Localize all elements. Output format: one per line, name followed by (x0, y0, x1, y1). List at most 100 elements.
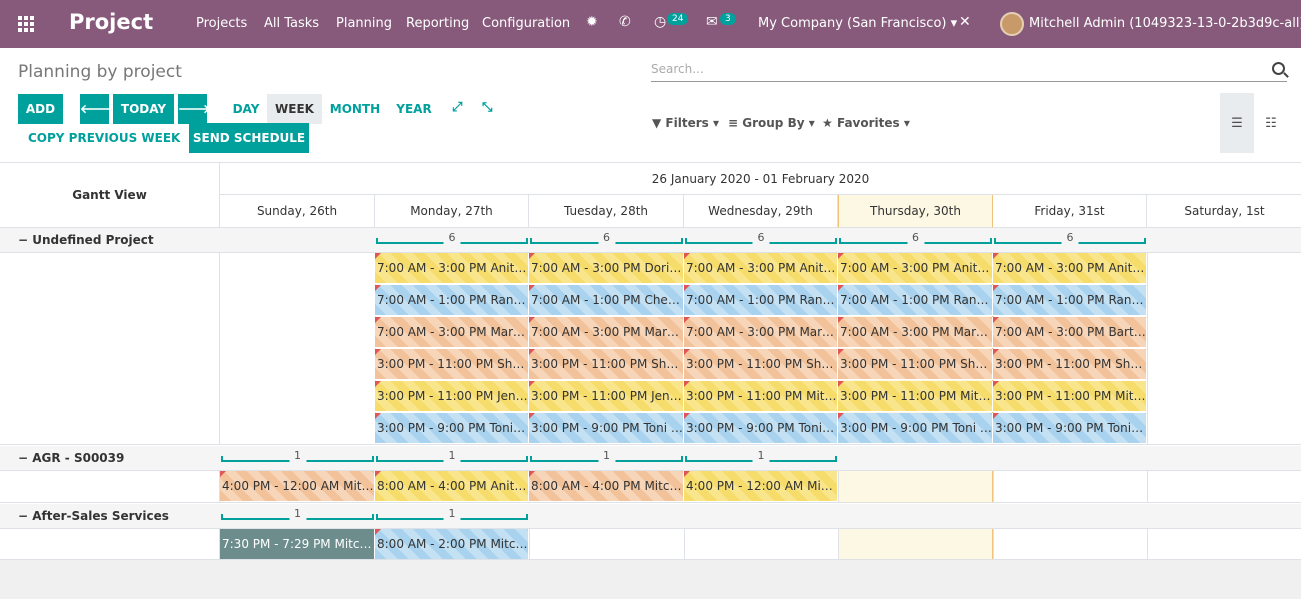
bug-icon[interactable]: ✹ (586, 14, 598, 30)
today-column (838, 471, 993, 502)
next-button[interactable]: 🡒 (178, 94, 211, 124)
shift-pill[interactable]: 8:00 AM - 4:00 PM Anita ... (375, 471, 529, 502)
shift-pill[interactable]: 7:00 AM - 3:00 PM Marc ... (838, 317, 993, 348)
shift-pill[interactable]: 3:00 PM - 11:00 PM Mitc... (838, 381, 993, 412)
shift-pill[interactable]: 7:00 AM - 3:00 PM Barte... (993, 317, 1147, 348)
shift-pill[interactable]: 8:00 AM - 2:00 PM Mitch... (375, 529, 529, 560)
phone-icon[interactable]: ✆ (619, 14, 631, 30)
group-name[interactable]: − Undefined Project (18, 233, 154, 247)
counter-value: 1 (443, 450, 461, 462)
user-avatar[interactable] (1000, 12, 1024, 36)
group-row[interactable]: − Undefined Project 6 6 6 6 6 (0, 228, 1301, 253)
shift-pill[interactable]: 7:00 AM - 1:00 PM Rand... (375, 285, 529, 316)
gantt-view-switch[interactable]: ☰ (1220, 93, 1254, 153)
group-row[interactable]: − After-Sales Services 1 1 (0, 504, 1301, 529)
column-divider (529, 253, 530, 444)
today-button[interactable]: TODAY (113, 94, 174, 124)
shift-pill[interactable]: 7:00 AM - 1:00 PM Rand... (993, 285, 1147, 316)
shift-pill[interactable]: 3:00 PM - 11:00 PM Shar... (993, 349, 1147, 380)
shift-pill[interactable]: 7:00 AM - 1:00 PM Rand... (838, 285, 993, 316)
shift-pill[interactable]: 8:00 AM - 4:00 PM Mitch... (529, 471, 684, 502)
counter-value: 6 (1061, 232, 1079, 244)
favorites-dropdown[interactable]: ★ Favorites ▾ (822, 116, 910, 130)
expand-icon[interactable]: ⤢ (452, 100, 463, 115)
shift-pill[interactable]: 7:00 AM - 3:00 PM Anita ... (375, 253, 529, 284)
scale-year[interactable]: YEAR (396, 102, 432, 116)
shift-pill[interactable]: 3:00 PM - 11:00 PM Shar... (838, 349, 993, 380)
shift-pill[interactable]: 3:00 PM - 11:00 PM Jenn... (529, 381, 684, 412)
gantt-row: 7:30 PM - 7:29 PM Mitch... 8:00 AM - 2:00… (0, 529, 1301, 561)
company-switcher[interactable]: My Company (San Francisco) ▾ (758, 16, 958, 31)
shift-pill[interactable]: 4:00 PM - 12:00 AM Mitc... (684, 471, 838, 502)
column-divider (1147, 529, 1148, 560)
column-divider (838, 253, 839, 444)
previous-button[interactable]: 🡐 (80, 94, 112, 124)
group-counter: 1 (221, 450, 374, 462)
activity-clock-icon[interactable]: ◷ (654, 14, 667, 30)
shift-pill[interactable]: 7:00 AM - 1:00 PM Rand... (684, 285, 838, 316)
copy-previous-week-button[interactable]: COPY PREVIOUS WEEK (28, 131, 181, 145)
star-icon: ★ (822, 116, 833, 130)
counter-value: 1 (598, 450, 615, 462)
search-icon[interactable] (1272, 62, 1285, 75)
user-menu[interactable]: Mitchell Admin (1049323-13-0-2b3d9c-all)… (1029, 16, 1301, 31)
column-divider (684, 529, 685, 560)
shift-pill[interactable]: 7:00 AM - 3:00 PM Marc ... (529, 317, 684, 348)
group-name[interactable]: − After-Sales Services (18, 509, 169, 523)
shift-pill[interactable]: 3:00 PM - 11:00 PM Shar... (375, 349, 529, 380)
column-divider (375, 253, 376, 444)
search-input[interactable]: Search... (651, 60, 1287, 82)
list-view-switch[interactable]: ☷ (1254, 93, 1288, 153)
group-counter: 6 (530, 232, 683, 244)
shift-pill[interactable]: 3:00 PM - 11:00 PM Mitc... (684, 381, 838, 412)
shift-pill[interactable]: 4:00 PM - 12:00 AM Mitc... (220, 471, 375, 502)
collapse-icon[interactable]: ⤡ (482, 100, 493, 115)
day-header: Thursday, 30th (838, 195, 993, 228)
messages-icon[interactable]: ✉ (706, 14, 718, 30)
menu-planning[interactable]: Planning (336, 16, 392, 31)
day-header: Monday, 27th (375, 195, 529, 228)
add-button[interactable]: ADD (18, 94, 63, 124)
activity-count-badge: 24 (667, 13, 689, 25)
shift-pill[interactable]: 3:00 PM - 9:00 PM Toni J... (993, 413, 1147, 444)
shift-pill[interactable]: 7:00 AM - 3:00 PM Marc ... (684, 317, 838, 348)
gantt-icon: ☰ (1231, 115, 1243, 131)
group-row[interactable]: − AGR - S00039 1 1 1 1 (0, 446, 1301, 471)
footer-area (0, 559, 1301, 599)
menu-reporting[interactable]: Reporting (406, 16, 470, 31)
scale-month[interactable]: MONTH (329, 102, 381, 116)
shift-pill[interactable]: 7:00 AM - 3:00 PM Marc ... (375, 317, 529, 348)
group-counter: 6 (685, 232, 837, 244)
shift-pill[interactable]: 7:00 AM - 3:00 PM Anita ... (838, 253, 993, 284)
shift-pill[interactable]: 3:00 PM - 11:00 PM Shar... (684, 349, 838, 380)
shift-pill[interactable]: 7:30 PM - 7:29 PM Mitch... (220, 529, 375, 560)
menu-projects[interactable]: Projects (196, 16, 248, 31)
send-schedule-button[interactable]: SEND SCHEDULE (189, 123, 309, 153)
tools-icon[interactable]: ✕ (959, 14, 971, 30)
group-counter: 1 (685, 450, 837, 462)
shift-pill[interactable]: 3:00 PM - 11:00 PM Shar... (529, 349, 684, 380)
shift-pill[interactable]: 3:00 PM - 9:00 PM Toni J... (529, 413, 684, 444)
gantt-row: 7:00 AM - 3:00 PM Anita ... 7:00 AM - 3:0… (0, 253, 1301, 445)
shift-pill[interactable]: 3:00 PM - 9:00 PM Toni J... (838, 413, 993, 444)
scale-week[interactable]: WEEK (267, 94, 322, 124)
row-label-cell (0, 253, 220, 444)
arrow-right-icon: 🡒 (178, 102, 211, 116)
menu-all-tasks[interactable]: All Tasks (264, 16, 320, 31)
scale-day[interactable]: DAY (232, 102, 260, 116)
shift-pill[interactable]: 7:00 AM - 3:00 PM Anita ... (684, 253, 838, 284)
shift-pill[interactable]: 3:00 PM - 9:00 PM Toni J... (375, 413, 529, 444)
shift-pill[interactable]: 3:00 PM - 9:00 PM Toni J... (684, 413, 838, 444)
page-title: Planning by project (18, 62, 182, 82)
group-name[interactable]: − AGR - S00039 (18, 451, 125, 465)
counter-value: 6 (443, 232, 461, 244)
apps-menu-icon[interactable] (18, 16, 36, 32)
shift-pill[interactable]: 7:00 AM - 1:00 PM Chef ... (529, 285, 684, 316)
menu-configuration[interactable]: Configuration (482, 16, 571, 31)
shift-pill[interactable]: 7:00 AM - 3:00 PM Doris ... (529, 253, 684, 284)
groupby-dropdown[interactable]: ≡ Group By ▾ (728, 116, 815, 130)
shift-pill[interactable]: 3:00 PM - 11:00 PM Jenn... (375, 381, 529, 412)
shift-pill[interactable]: 3:00 PM - 11:00 PM Mitc... (993, 381, 1147, 412)
shift-pill[interactable]: 7:00 AM - 3:00 PM Anita ... (993, 253, 1147, 284)
filters-dropdown[interactable]: ▼ Filters ▾ (652, 116, 719, 130)
